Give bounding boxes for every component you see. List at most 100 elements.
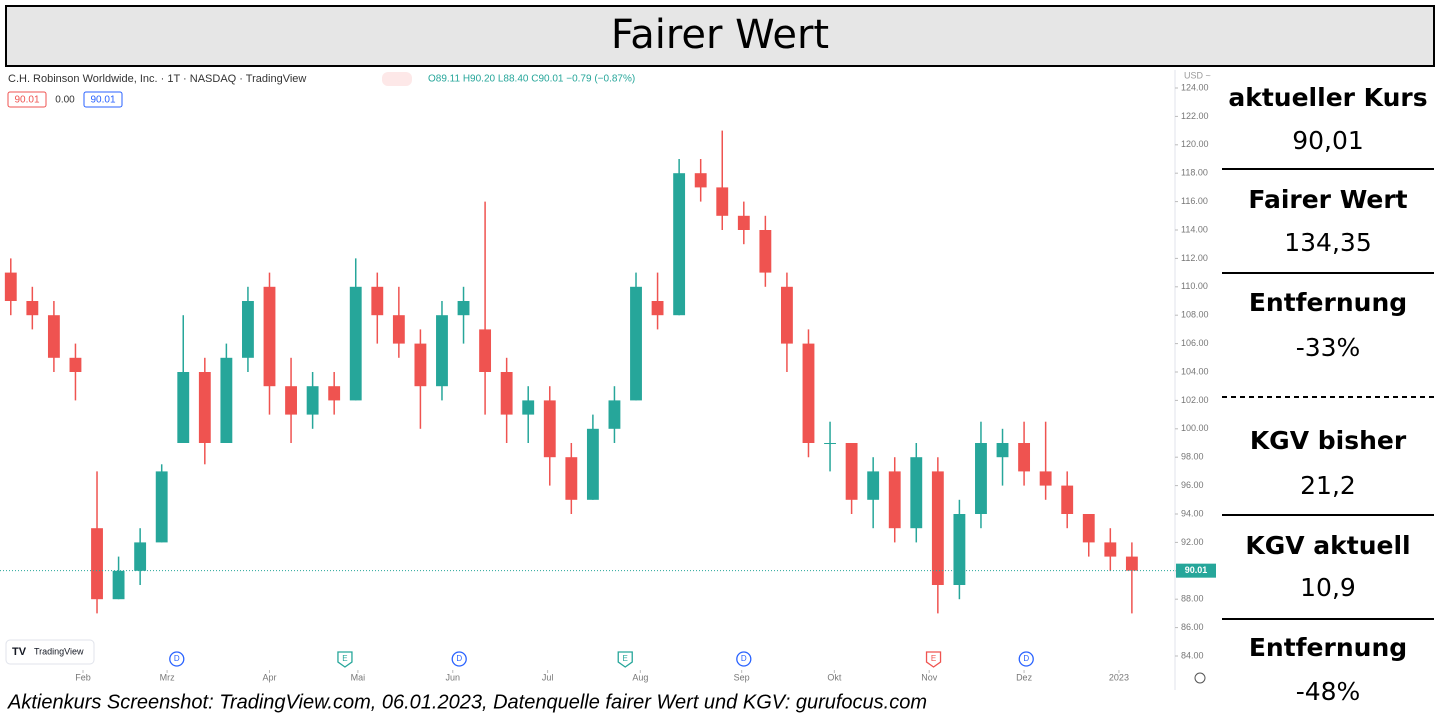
watermark-logo: TV [12,646,27,658]
sidebar-value: 134,35 [1284,228,1371,257]
candle-body [716,187,729,216]
candle-body [867,471,880,500]
candle-body [349,286,362,401]
x-tick-label: Mai [351,672,366,682]
y-tick-label: 124.00 [1181,82,1209,92]
x-tick-label: Nov [921,672,938,682]
y-tick-label: 88.00 [1181,594,1204,604]
event-label: D [456,654,462,663]
candle-body [392,315,405,344]
event-label: D [174,654,180,663]
legend-value: 90.01 [90,95,115,106]
candle-body [155,471,168,543]
candle-body [26,301,39,316]
event-marker [736,651,752,667]
candle-body [177,372,190,443]
y-tick-label: 92.00 [1181,537,1204,547]
y-tick-label: 116.00 [1181,196,1208,206]
sidebar-label: Entfernung [1249,633,1407,662]
currency: USD ~ [1184,70,1211,80]
x-tick-label: 2023 [1109,672,1129,682]
x-tick-label: Dez [1016,672,1033,682]
sidebar-value: -33% [1296,333,1361,362]
candle-body [673,173,686,316]
event-label: D [1023,654,1029,663]
candle-body [414,343,427,387]
event-marker [1018,651,1034,667]
y-tick-label: 112.00 [1181,253,1208,263]
sidebar-value: -48% [1296,677,1361,706]
candle-body [198,372,211,443]
x-tick-label: Apr [262,672,276,682]
event-label: E [931,654,936,663]
event-marker [169,651,185,667]
y-tick-label: 102.00 [1181,395,1209,405]
ohlc-line: O89.11 H90.20 L88.40 C90.01 −0.79 (−0.87… [428,74,635,85]
candle-body [543,400,556,458]
settings-icon[interactable] [1194,672,1206,684]
candle-body [910,457,923,529]
candle-body [565,457,578,500]
candle-body [975,443,987,514]
candle-body [694,173,707,188]
sidebar-label: aktueller Kurs [1228,83,1427,112]
event-label: E [623,654,628,663]
title-box [5,5,1435,67]
candle-body [1039,471,1052,486]
x-tick-label: Jun [445,672,460,682]
candle-body [759,230,772,273]
candle-body [1061,485,1074,514]
y-tick-label: 110.00 [1181,281,1208,291]
y-tick-label: 118.00 [1181,168,1208,178]
y-tick-label: 100.00 [1181,423,1209,433]
y-tick-label: 86.00 [1181,622,1204,632]
candle-body [824,443,836,444]
candle-body [651,301,664,316]
candle-body [888,471,901,529]
candle-body [953,514,966,585]
chart-title: C.H. Robinson Worldwide, Inc. · 1T · NAS… [8,73,306,85]
y-tick-label: 94.00 [1181,508,1204,518]
candle-body [91,528,103,600]
y-tick-label: 98.00 [1181,452,1204,462]
candle-body [996,443,1009,458]
status-badge [382,72,412,86]
sidebar-label: Entfernung [1249,288,1407,317]
candle-body [4,272,17,301]
candle-body [263,286,276,387]
price-tag-label: 90.01 [1185,565,1208,575]
x-tick-label: Jul [542,672,554,682]
candle-body [608,400,621,429]
event-marker [451,651,467,667]
y-tick-label: 108.00 [1181,310,1209,320]
watermark: TradingView [34,646,84,656]
y-tick-label: 84.00 [1181,650,1204,660]
x-tick-label: Aug [632,672,648,682]
candle-body [522,400,535,415]
sidebar-value: 90,01 [1292,126,1364,155]
candle-body [371,286,384,316]
candle-body [69,357,82,372]
candle-body [1082,514,1095,543]
candle-body [500,372,513,415]
candle-body [436,315,448,387]
sidebar-value: 21,2 [1300,471,1356,500]
x-tick-label: Mrz [160,672,175,682]
candle-body [285,386,297,415]
candle-body [306,386,319,415]
event-marker [617,651,633,668]
event-marker [925,651,942,668]
y-tick-label: 122.00 [1181,111,1209,121]
page-title: Fairer Wert [611,12,829,58]
y-tick-label: 120.00 [1181,139,1209,149]
sidebar-label: KGV aktuell [1245,531,1410,560]
candle-body [737,215,750,230]
price-tag [1176,563,1216,578]
sidebar-label: Fairer Wert [1248,185,1407,214]
candle-body [1018,443,1031,472]
candle-body [630,286,642,401]
candle-body [1104,542,1117,557]
candle-body [220,357,233,443]
y-tick-label: 106.00 [1181,338,1209,348]
